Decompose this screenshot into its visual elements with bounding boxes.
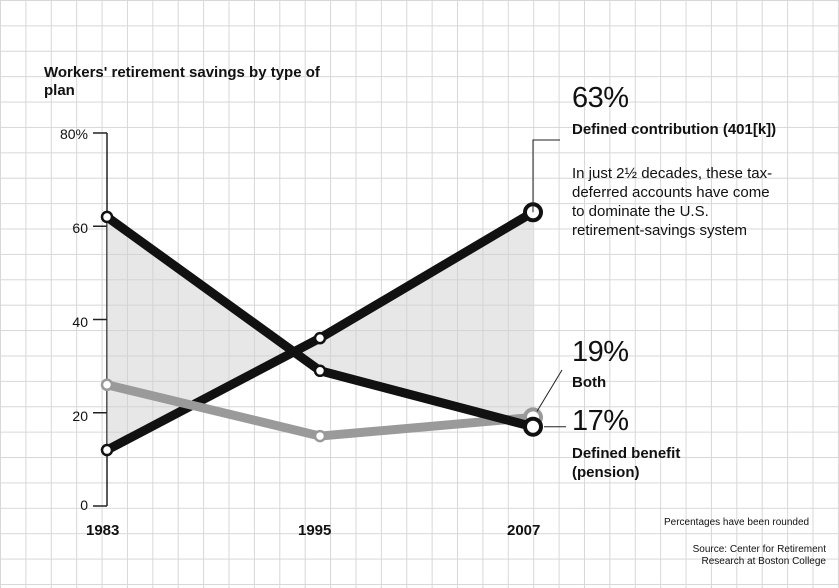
point-both-1983 <box>100 378 114 392</box>
point-defined-contribution-401-k-1995 <box>313 331 327 345</box>
x-tick-label-2007: 2007 <box>507 522 541 539</box>
point-defined-contribution-401-k-1983 <box>100 443 114 457</box>
db-series-label: Defined benefit (pension) <box>572 445 681 481</box>
y-tick-label-80: 80% <box>59 126 88 142</box>
footnote: Percentages have been rounded <box>664 517 810 528</box>
x-tick-label-1983: 1983 <box>86 522 120 539</box>
both-leader-line <box>536 369 563 412</box>
db-end-percent: 17% <box>572 405 629 437</box>
source-note: Source: Center for Retirement Research a… <box>692 544 826 567</box>
point-defined-benefit-pension-1995 <box>313 364 327 378</box>
x-tick-label-1995: 1995 <box>298 522 332 539</box>
point-both-1995 <box>313 429 327 443</box>
dc-leader-line <box>532 139 560 213</box>
both-series-label: Both <box>572 374 607 391</box>
point-defined-benefit-pension-2007 <box>523 416 543 437</box>
dc-series-label: Defined contribution (401[k]) <box>572 121 777 138</box>
point-defined-benefit-pension-1983 <box>100 210 114 224</box>
y-tick-label-0: 0 <box>80 497 88 513</box>
y-tick-label-60: 60 <box>72 220 88 236</box>
y-tick-label-40: 40 <box>72 314 88 330</box>
both-end-percent: 19% <box>572 336 629 368</box>
y-tick-label-20: 20 <box>72 408 88 424</box>
dc-end-percent: 63% <box>572 82 629 114</box>
chart-title: Workers' retirement savings by type of p… <box>44 64 320 99</box>
dc-annotation: In just 2½ decades, these tax-deferred a… <box>572 165 773 239</box>
